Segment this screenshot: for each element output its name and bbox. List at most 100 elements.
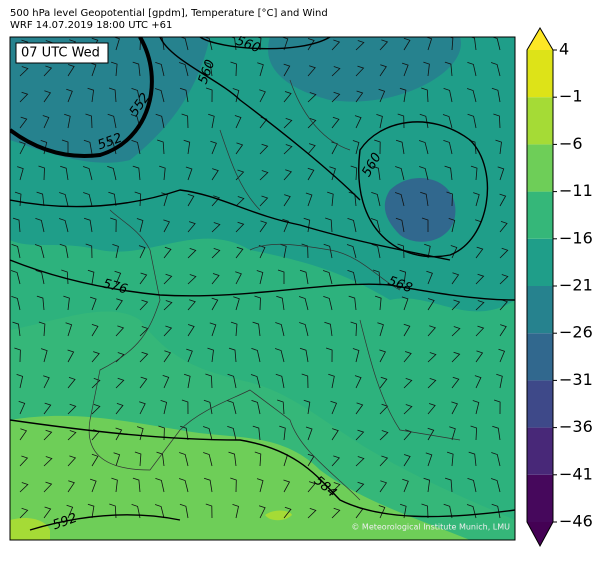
wind-barb [252,425,261,441]
wind-barb [19,428,28,441]
wind-barb [418,140,429,155]
wind-barb [451,376,460,389]
wind-barb [43,429,53,441]
wind-barb [230,37,237,51]
wind-barb [493,399,501,415]
wind-barb [427,298,435,311]
wind-barb [305,192,313,207]
wind-barb [91,351,100,363]
wind-barb [283,506,292,519]
wind-barb [331,141,338,155]
wind-barb [207,347,214,363]
wind-barb [110,217,117,233]
wind-barb [91,324,99,337]
temperature-field [265,510,292,521]
wind-barb [348,295,357,311]
wind-barb [305,426,313,441]
wind-barb [257,62,264,77]
wind-barb [470,165,478,181]
wind-barb [372,165,381,181]
colorbar-extend-high [527,28,553,50]
wind-barb [180,425,189,441]
wind-barb [421,503,429,519]
colorbar-tick-label: −16 [559,228,593,247]
wind-barb [155,478,165,493]
wind-barb [111,477,118,493]
wind-barb [83,192,93,207]
wind-barb [298,296,309,311]
wind-barb [467,478,477,493]
wind-barb [87,87,95,103]
wind-barb [421,217,429,232]
wind-barb [232,504,239,519]
wind-barb [323,243,333,259]
wind-barb [89,478,97,493]
header-line-1: 500 hPa level Geopotential [gpdm], Tempe… [10,8,328,19]
wind-barb [89,296,97,311]
wind-barb [226,400,237,415]
wind-barb [211,222,221,233]
wind-barb [38,321,46,337]
wind-barb [234,115,242,129]
wind-barb [254,295,261,311]
wind-barb [19,91,29,103]
wind-barb [449,426,456,441]
wind-barb [60,165,69,181]
colorbar-tick-label: −11 [559,181,593,200]
wind-barb [281,37,289,51]
colorbar-band [527,333,553,381]
colorbar-band [527,238,553,286]
wind-barb [136,218,144,233]
wind-barb [235,221,245,233]
wind-barb [423,477,431,493]
wind-barb [91,404,101,415]
wind-barb [443,88,453,103]
wind-barb [155,113,165,129]
wind-barb [331,39,341,51]
wind-barb [187,221,196,233]
wind-barb [157,139,165,155]
wind-barb [162,375,170,389]
wind-barb [427,352,437,363]
wind-barb [107,113,117,129]
wind-barb [282,218,289,233]
wind-barb [208,113,215,129]
wind-barb [163,350,172,363]
wind-barb [254,451,262,467]
wind-barb [235,169,245,181]
wind-barb [85,113,93,129]
wind-barb [19,141,26,155]
colorbar-tick-label: −46 [559,512,593,531]
colorbar-tick-label: 4 [559,40,569,59]
wind-barb [307,65,316,77]
wind-barb [331,428,339,441]
temperature-field [10,415,470,540]
wind-barb [394,192,405,207]
wind-barb [66,504,74,519]
wind-barb [19,66,29,77]
wind-barb [64,113,71,129]
wind-barb [16,374,24,389]
wind-barb [346,244,357,259]
wind-barb [403,404,413,415]
wind-barb [276,295,285,311]
colorbar-band [527,286,553,334]
wind-barb [259,220,268,233]
wind-barb [10,270,21,285]
time-label: 07 UTC Wed [21,46,100,61]
wind-barb [466,88,477,103]
wind-barb [397,113,405,129]
wind-barb [108,87,117,103]
wind-barb [448,218,456,233]
wind-barb [283,194,291,207]
wind-barb [235,142,244,155]
wind-barb [490,62,501,77]
wind-barb [256,478,264,493]
wind-barb [259,170,269,181]
wind-barb [139,272,148,285]
wind-barb [395,139,405,155]
wind-barb [379,430,389,441]
wind-barb [209,322,217,337]
wind-barb [18,401,26,415]
wind-barb [42,115,50,129]
